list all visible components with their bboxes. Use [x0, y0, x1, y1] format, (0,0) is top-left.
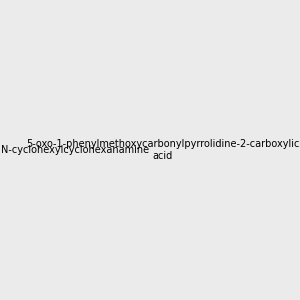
Text: 5-oxo-1-phenylmethoxycarbonylpyrrolidine-2-carboxylic acid: 5-oxo-1-phenylmethoxycarbonylpyrrolidine…: [26, 139, 299, 161]
Text: N-cyclohexylcyclohexanamine: N-cyclohexylcyclohexanamine: [1, 145, 149, 155]
